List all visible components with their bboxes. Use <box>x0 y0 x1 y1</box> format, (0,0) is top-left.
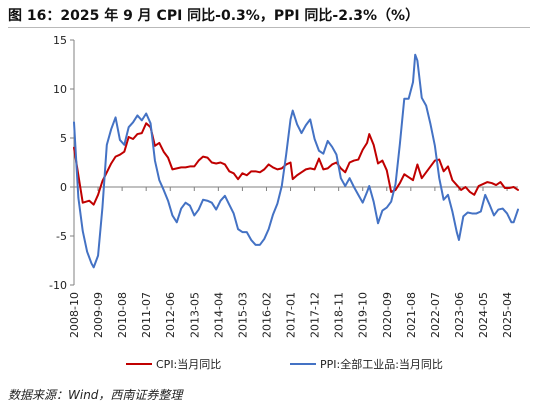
y-tick-label: 0 <box>60 181 67 194</box>
x-tick-label: 2014-04 <box>212 292 225 338</box>
x-tick-label: 2022-07 <box>429 292 442 338</box>
x-tick-label: 2017-12 <box>309 292 322 338</box>
legend-item-ppi: PPI:全部工业品:当月同比 <box>290 357 443 371</box>
x-tick-label: 2017-01 <box>285 292 298 338</box>
y-tick-label: 10 <box>53 83 67 96</box>
x-tick-label: 2008-10 <box>68 292 81 338</box>
x-tick-label: 2025-04 <box>501 292 514 338</box>
x-tick-label: 2013-05 <box>188 292 201 338</box>
x-tick-label: 2009-09 <box>92 292 105 338</box>
x-tick-label: 2016-02 <box>260 292 273 338</box>
chart-axes: -10 -5 0 5 10 15 2008-10 2009-09 2010-08 2011-07 2… <box>49 34 518 338</box>
chart-legend: CPI:当月同比 PPI:全部工业品:当月同比 <box>126 357 443 371</box>
legend-label: CPI:当月同比 <box>156 357 221 371</box>
ppi-series-line <box>73 53 519 269</box>
x-tick-label: 2023-06 <box>453 292 466 338</box>
series-layer <box>73 53 519 269</box>
y-tick-label: 5 <box>60 132 67 145</box>
legend-label: PPI:全部工业品:当月同比 <box>320 357 443 371</box>
cpi-series-line <box>73 122 519 206</box>
x-tick-label: 2011-07 <box>140 292 153 338</box>
x-tick-label: 2015-03 <box>236 292 249 338</box>
x-tick-label: 2020-09 <box>381 292 394 338</box>
figure-title: 图 16：2025 年 9 月 CPI 同比-0.3%，PPI 同比-2.3%（… <box>8 8 420 24</box>
x-tick-label: 2021-08 <box>405 292 418 338</box>
title-rule <box>8 27 530 28</box>
y-tick-label: -5 <box>56 230 67 243</box>
x-tick-label: 2019-10 <box>357 292 370 338</box>
y-tick-label: -10 <box>49 279 67 292</box>
x-tick-label: 2012-06 <box>164 292 177 338</box>
y-tick-label: 15 <box>53 34 67 47</box>
legend-item-cpi: CPI:当月同比 <box>126 357 221 371</box>
x-tick-label: 2024-05 <box>477 292 490 338</box>
data-source-note: 数据来源：Wind，西南证券整理 <box>8 388 183 402</box>
x-tick-label: 2010-08 <box>116 292 129 338</box>
x-tick-label: 2018-11 <box>333 292 346 338</box>
